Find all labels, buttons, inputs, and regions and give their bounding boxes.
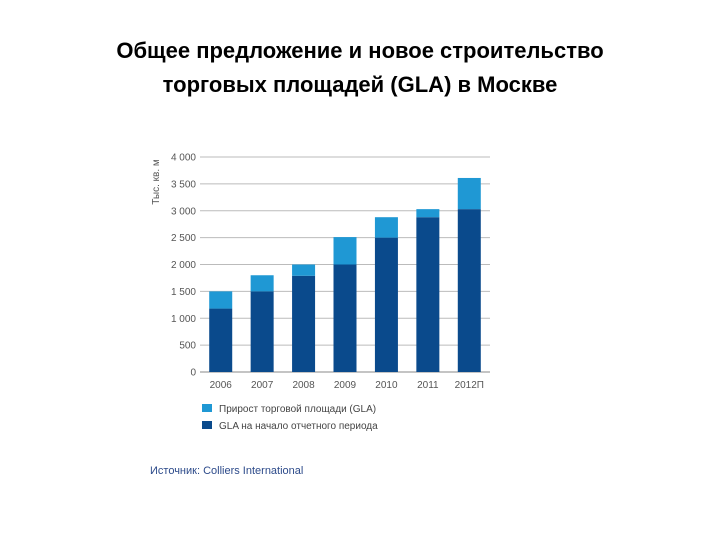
- x-tick-label: 2012П: [455, 380, 484, 391]
- bar-increment-segment: [457, 177, 481, 210]
- legend-swatch: [202, 421, 212, 429]
- bar-base-segment: [374, 237, 398, 372]
- bar-increment-segment: [416, 209, 440, 218]
- legend-label: Прирост торговой площади (GLA): [219, 404, 376, 415]
- x-tick-label: 2009: [334, 380, 357, 391]
- y-tick-label: 2 500: [171, 233, 196, 244]
- bar-increment-segment: [333, 237, 357, 265]
- x-tick-label: 2011: [417, 380, 439, 391]
- bar-increment-segment: [209, 291, 233, 309]
- y-tick-label: 3 000: [171, 206, 196, 217]
- bars: [209, 177, 481, 372]
- x-tick-label: 2010: [375, 380, 398, 391]
- y-tick-label: 500: [179, 341, 196, 352]
- page-title: Общее предложение и новое строительство …: [0, 34, 720, 102]
- x-tick-label: 2006: [210, 380, 233, 391]
- title-line-1: Общее предложение и новое строительство: [116, 38, 604, 63]
- bar-base-segment: [333, 264, 357, 372]
- legend-swatch: [202, 404, 212, 412]
- bar-base-segment: [457, 209, 481, 372]
- source-note: Источник: Colliers International: [150, 465, 304, 477]
- y-tick-label: 2 000: [171, 260, 196, 271]
- title-line-2: торговых площадей (GLA) в Москве: [162, 72, 558, 97]
- bar-base-segment: [292, 275, 316, 372]
- bar-increment-segment: [250, 275, 274, 292]
- y-tick-label: 1 500: [171, 287, 196, 298]
- y-axis-ticks: 0 500 1 000 1 500 2 000 2 500 3 000 3 500 4 000: [171, 153, 196, 379]
- bar-base-segment: [209, 308, 233, 372]
- bar-base-segment: [416, 217, 440, 372]
- y-tick-label: 0: [190, 368, 196, 379]
- x-axis-ticks: 2006 2007 2008 2009 2010 2011 2012П: [210, 380, 484, 391]
- x-tick-label: 2008: [292, 380, 315, 391]
- y-axis-label: Тыс. кв. м: [151, 159, 162, 205]
- legend: Прирост торговой площади (GLA) GLA на нач…: [202, 404, 378, 432]
- bar-increment-segment: [292, 264, 316, 276]
- y-tick-label: 1 000: [171, 314, 196, 325]
- bar-base-segment: [250, 291, 274, 372]
- bar-increment-segment: [374, 217, 398, 238]
- y-tick-label: 3 500: [171, 179, 196, 190]
- legend-label: GLA на начало отчетного периода: [219, 421, 378, 432]
- y-tick-label: 4 000: [171, 153, 196, 164]
- x-tick-label: 2007: [251, 380, 274, 391]
